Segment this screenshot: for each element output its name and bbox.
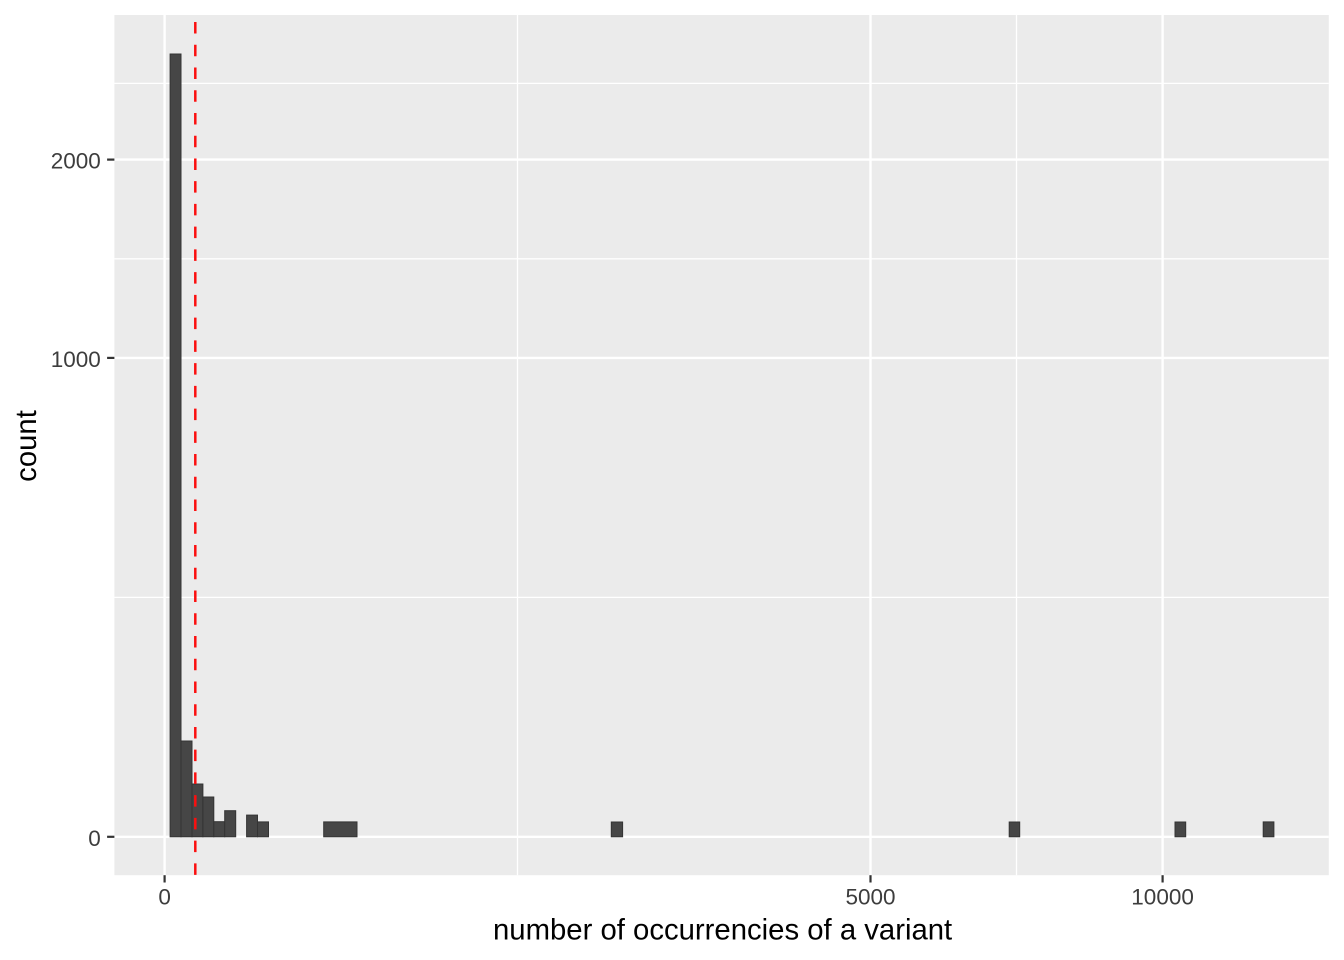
svg-text:1000: 1000 — [51, 347, 101, 372]
svg-text:0: 0 — [158, 885, 171, 910]
svg-text:10000: 10000 — [1131, 885, 1194, 910]
svg-text:number of occurrencies of a va: number of occurrencies of a variant — [493, 914, 952, 947]
svg-text:2000: 2000 — [51, 149, 101, 174]
svg-text:count: count — [10, 410, 43, 482]
svg-text:0: 0 — [88, 826, 101, 851]
svg-text:5000: 5000 — [845, 885, 895, 910]
